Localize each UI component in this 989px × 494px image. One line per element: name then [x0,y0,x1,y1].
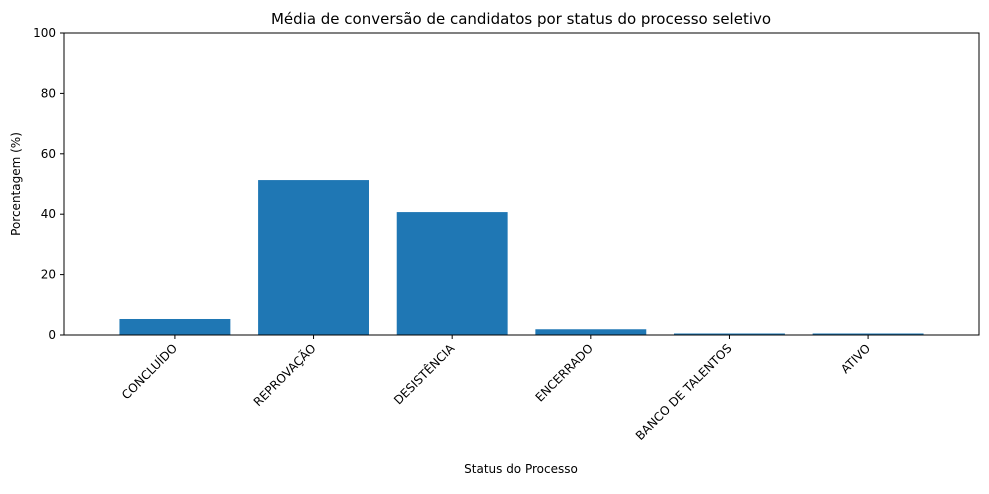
y-tick-label: 80 [41,86,56,100]
bar-ativo [812,333,924,335]
y-tick-label: 20 [41,268,56,282]
y-axis-label: Porcentagem (%) [9,132,23,236]
plot-frame [63,32,980,336]
y-axis: 0 20 40 60 80 100 [33,26,64,342]
y-tick-label: 100 [33,26,56,40]
chart-title: Média de conversão de candidatos por sta… [271,10,771,28]
x-tick-label: CONCLUÍDO [118,341,180,403]
bar-desist-ncia [396,212,508,335]
bar-conclu-do [119,318,231,335]
x-tick-label: ATIVO [838,341,873,376]
x-tick-label: REPROVAÇÃO [250,341,319,410]
x-tick-label: DESISTÊNCIA [390,340,457,407]
x-tick-label: BANCO DE TALENTOS [633,341,735,443]
y-tick-label: 40 [41,207,56,221]
bar-banco-de-talentos [674,333,785,335]
y-tick-label: 60 [41,147,56,161]
y-tick-label: 0 [48,328,56,342]
bars [119,180,924,335]
x-axis-label: Status do Processo [464,462,578,476]
x-tick-label: ENCERRADO [533,341,596,404]
x-axis: CONCLUÍDO REPROVAÇÃO DESISTÊNCIA ENCERRADO B… [118,335,873,443]
bar-encerrado [535,329,647,335]
bar-reprova-o [258,180,369,335]
